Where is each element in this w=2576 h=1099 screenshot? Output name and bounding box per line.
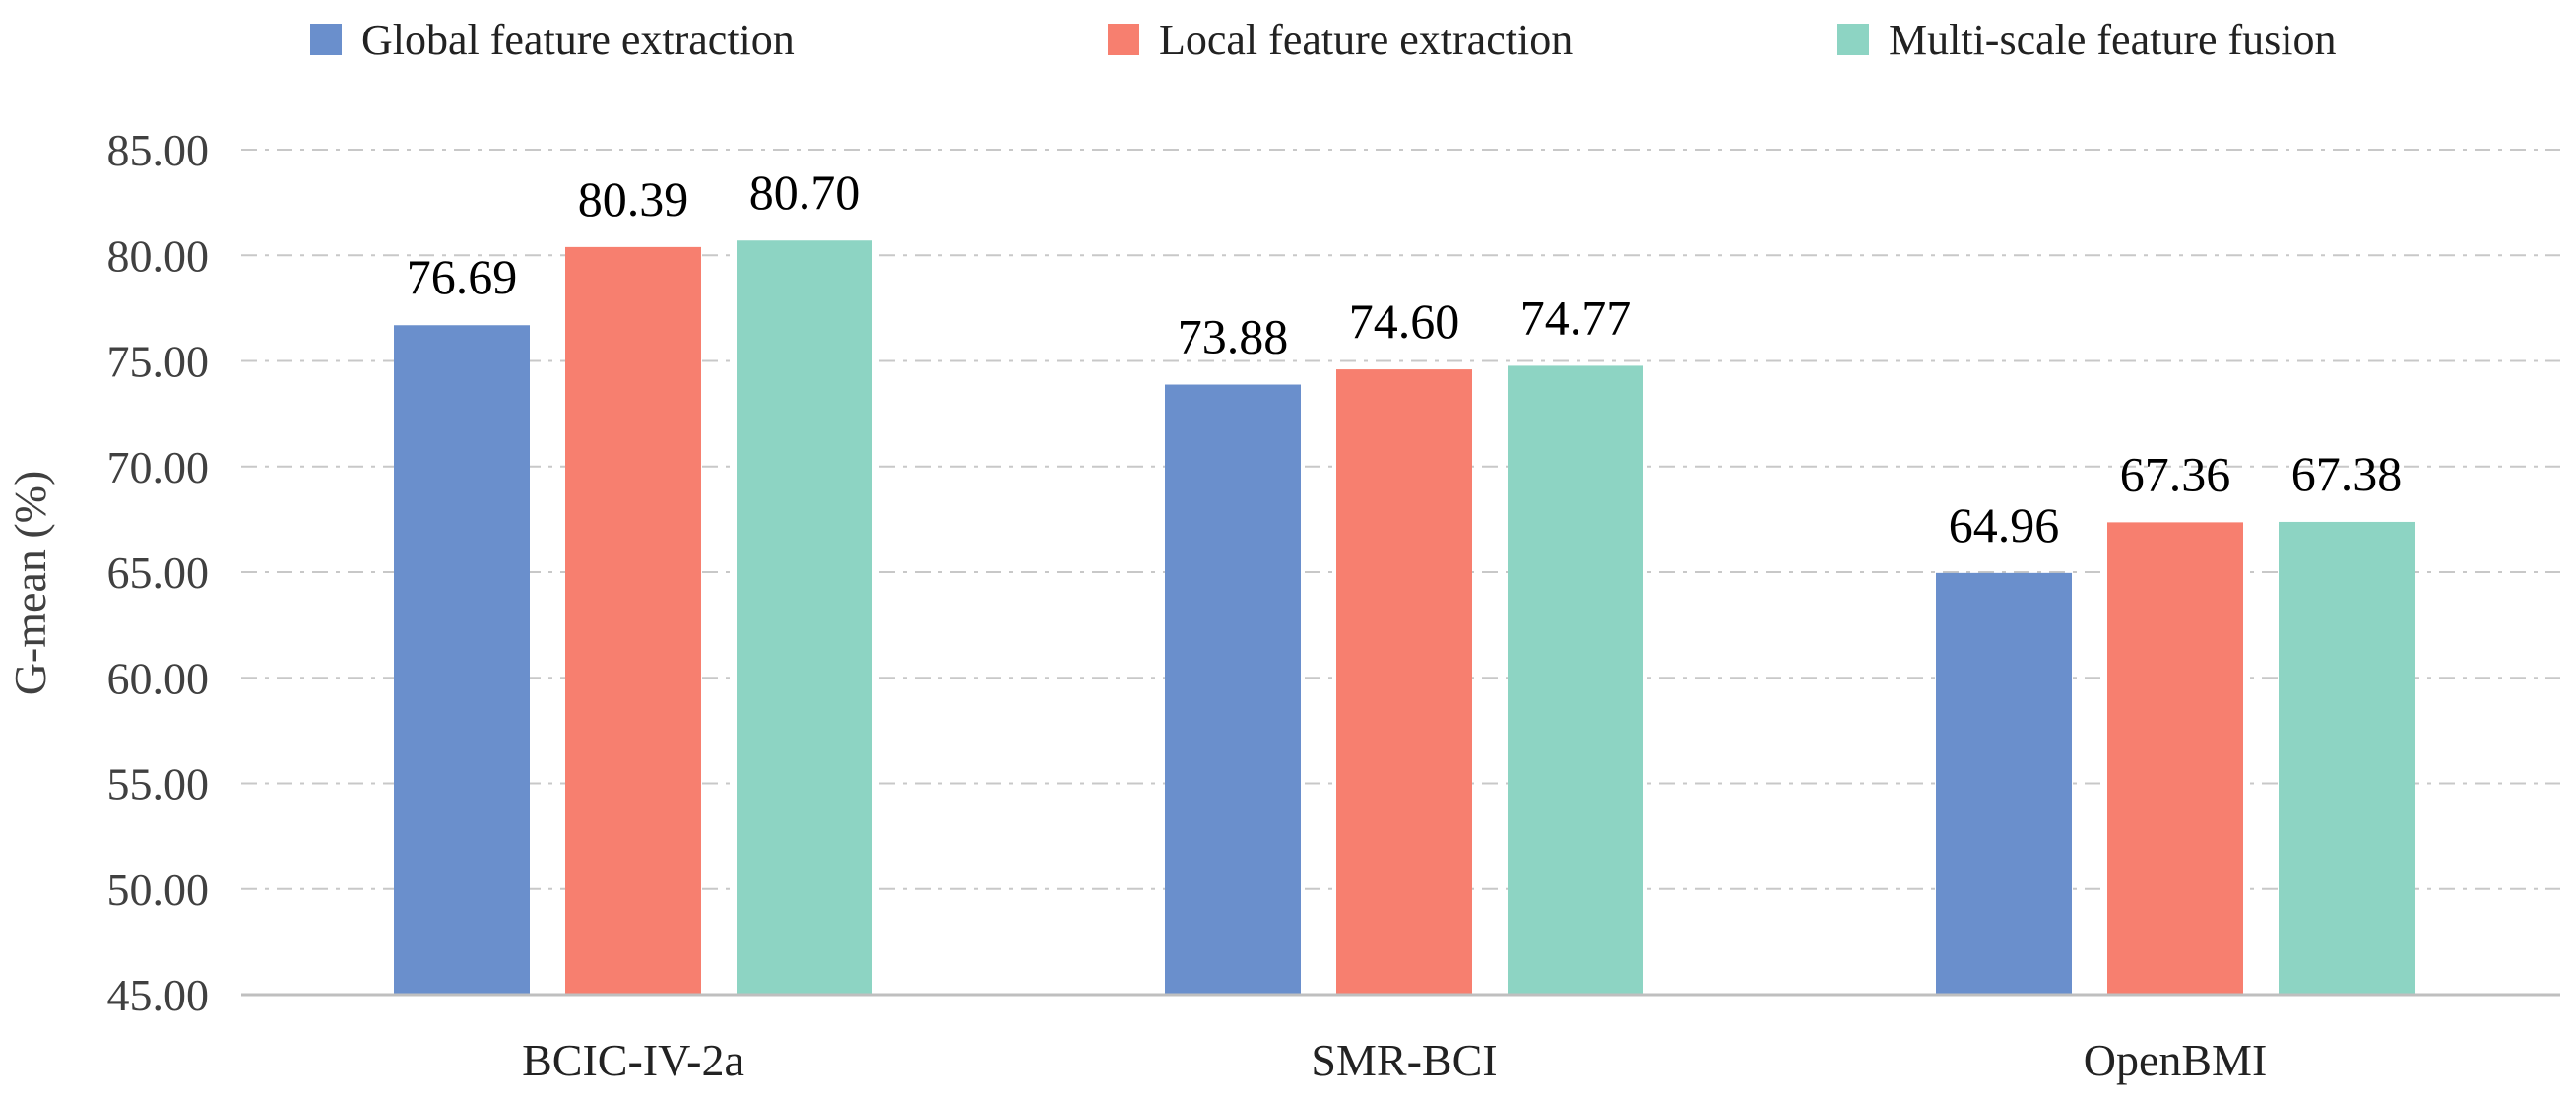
data-label: 67.36 <box>2120 446 2231 501</box>
y-tick-label: 70.00 <box>107 442 210 492</box>
x-tick-label: SMR-BCI <box>1311 1035 1497 1085</box>
x-axis-ticks: BCIC-IV-2a SMR-BCI OpenBMI <box>522 1035 2267 1085</box>
value-labels: 76.69 80.39 80.70 73.88 74.60 74.77 64.96 67.36… <box>407 164 2403 552</box>
legend-swatch <box>1837 24 1869 55</box>
y-tick-label: 60.00 <box>107 653 210 703</box>
legend-swatch <box>1108 24 1139 55</box>
legend-label: Local feature extraction <box>1159 16 1573 64</box>
bar <box>1508 365 1643 996</box>
y-tick-label: 85.00 <box>107 125 210 175</box>
legend: Global feature extraction Local feature e… <box>310 16 2337 64</box>
legend-swatch <box>310 24 342 55</box>
data-label: 74.60 <box>1349 293 1460 349</box>
data-label: 67.38 <box>2291 446 2403 501</box>
y-tick-label: 65.00 <box>107 548 210 598</box>
x-tick-label: BCIC-IV-2a <box>522 1035 744 1085</box>
data-label: 74.77 <box>1520 290 1632 345</box>
bars <box>394 240 2415 996</box>
y-axis-ticks: 45.00 50.00 55.00 60.00 65.00 70.00 75.00 80.00… <box>107 125 210 1020</box>
data-label: 80.39 <box>578 171 689 226</box>
bar <box>737 240 872 996</box>
bar <box>2107 522 2243 995</box>
y-tick-label: 45.00 <box>107 970 210 1020</box>
legend-label: Global feature extraction <box>361 16 795 64</box>
bar <box>2279 521 2415 995</box>
y-tick-label: 55.00 <box>107 759 210 809</box>
bar <box>1936 572 2072 995</box>
y-tick-label: 50.00 <box>107 865 210 915</box>
y-axis-title: G-mean (%) <box>5 471 55 696</box>
legend-label: Multi-scale feature fusion <box>1889 16 2337 64</box>
y-tick-label: 80.00 <box>107 230 210 281</box>
data-label: 76.69 <box>407 249 518 304</box>
data-label: 73.88 <box>1178 309 1289 364</box>
data-label: 64.96 <box>1949 497 2060 552</box>
data-label: 80.70 <box>749 164 861 220</box>
y-tick-label: 75.00 <box>107 337 210 387</box>
bar <box>565 246 701 995</box>
bar <box>1165 384 1301 995</box>
bar <box>1336 369 1472 996</box>
x-tick-label: OpenBMI <box>2084 1035 2268 1085</box>
bar <box>394 325 530 995</box>
